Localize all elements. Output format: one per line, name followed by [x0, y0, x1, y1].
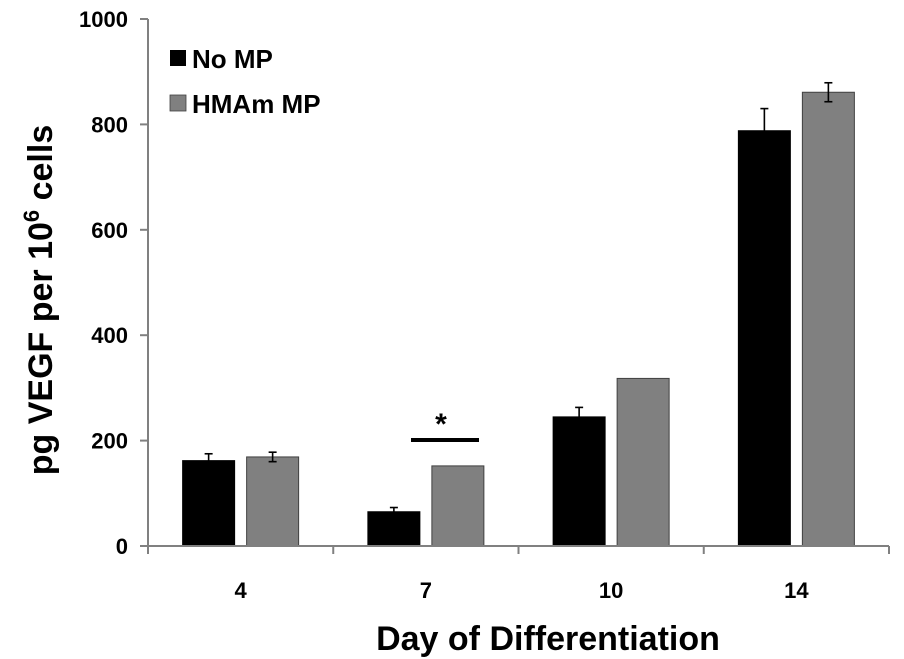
y-axis-title-suffix: cells: [22, 125, 60, 210]
bar-hmam-mp: [801, 91, 855, 547]
y-tick-label: 800: [91, 112, 128, 137]
bar-hmam-mp: [431, 465, 485, 547]
y-axis-title-main: pg VEGF per 10: [22, 222, 60, 475]
bar-hmam-mp: [246, 456, 300, 547]
x-tick-label: 7: [420, 578, 432, 603]
bar-hmam-mp: [616, 377, 670, 547]
x-axis-title: Day of Differentiation: [376, 620, 720, 658]
y-tick-label: 0: [116, 534, 128, 559]
legend-label-no-mp: No MP: [192, 44, 273, 74]
x-tick-label: 4: [235, 578, 248, 603]
y-ticks: 0 200 400 600 800 1000: [79, 7, 148, 559]
bar-no-mp: [182, 460, 236, 547]
significance-star: *: [435, 408, 447, 441]
x-ticks: 4 7 10 14: [147, 546, 890, 603]
y-tick-label: 400: [91, 323, 128, 348]
bar-no-mp: [552, 416, 606, 547]
y-tick-label: 600: [91, 218, 128, 243]
legend: No MP HMAm MP: [169, 44, 321, 119]
bar-no-mp: [367, 511, 421, 547]
error-bars-layer: [204, 81, 833, 517]
bar-no-mp: [737, 130, 791, 547]
x-tick-label: 14: [784, 578, 809, 603]
legend-swatch-no-mp: [170, 50, 186, 66]
y-tick-label: 200: [91, 429, 128, 454]
x-tick-label: 10: [599, 578, 623, 603]
significance-annotation: *: [411, 408, 479, 442]
y-tick-label: 1000: [79, 7, 128, 32]
legend-label-hmam-mp: HMAm MP: [192, 89, 321, 119]
bars-layer: [182, 91, 855, 547]
y-axis-title-superscript: 6: [19, 210, 44, 222]
y-axis-title: pg VEGF per 106 cells: [19, 125, 60, 476]
legend-swatch-hmam-mp: [169, 94, 187, 112]
